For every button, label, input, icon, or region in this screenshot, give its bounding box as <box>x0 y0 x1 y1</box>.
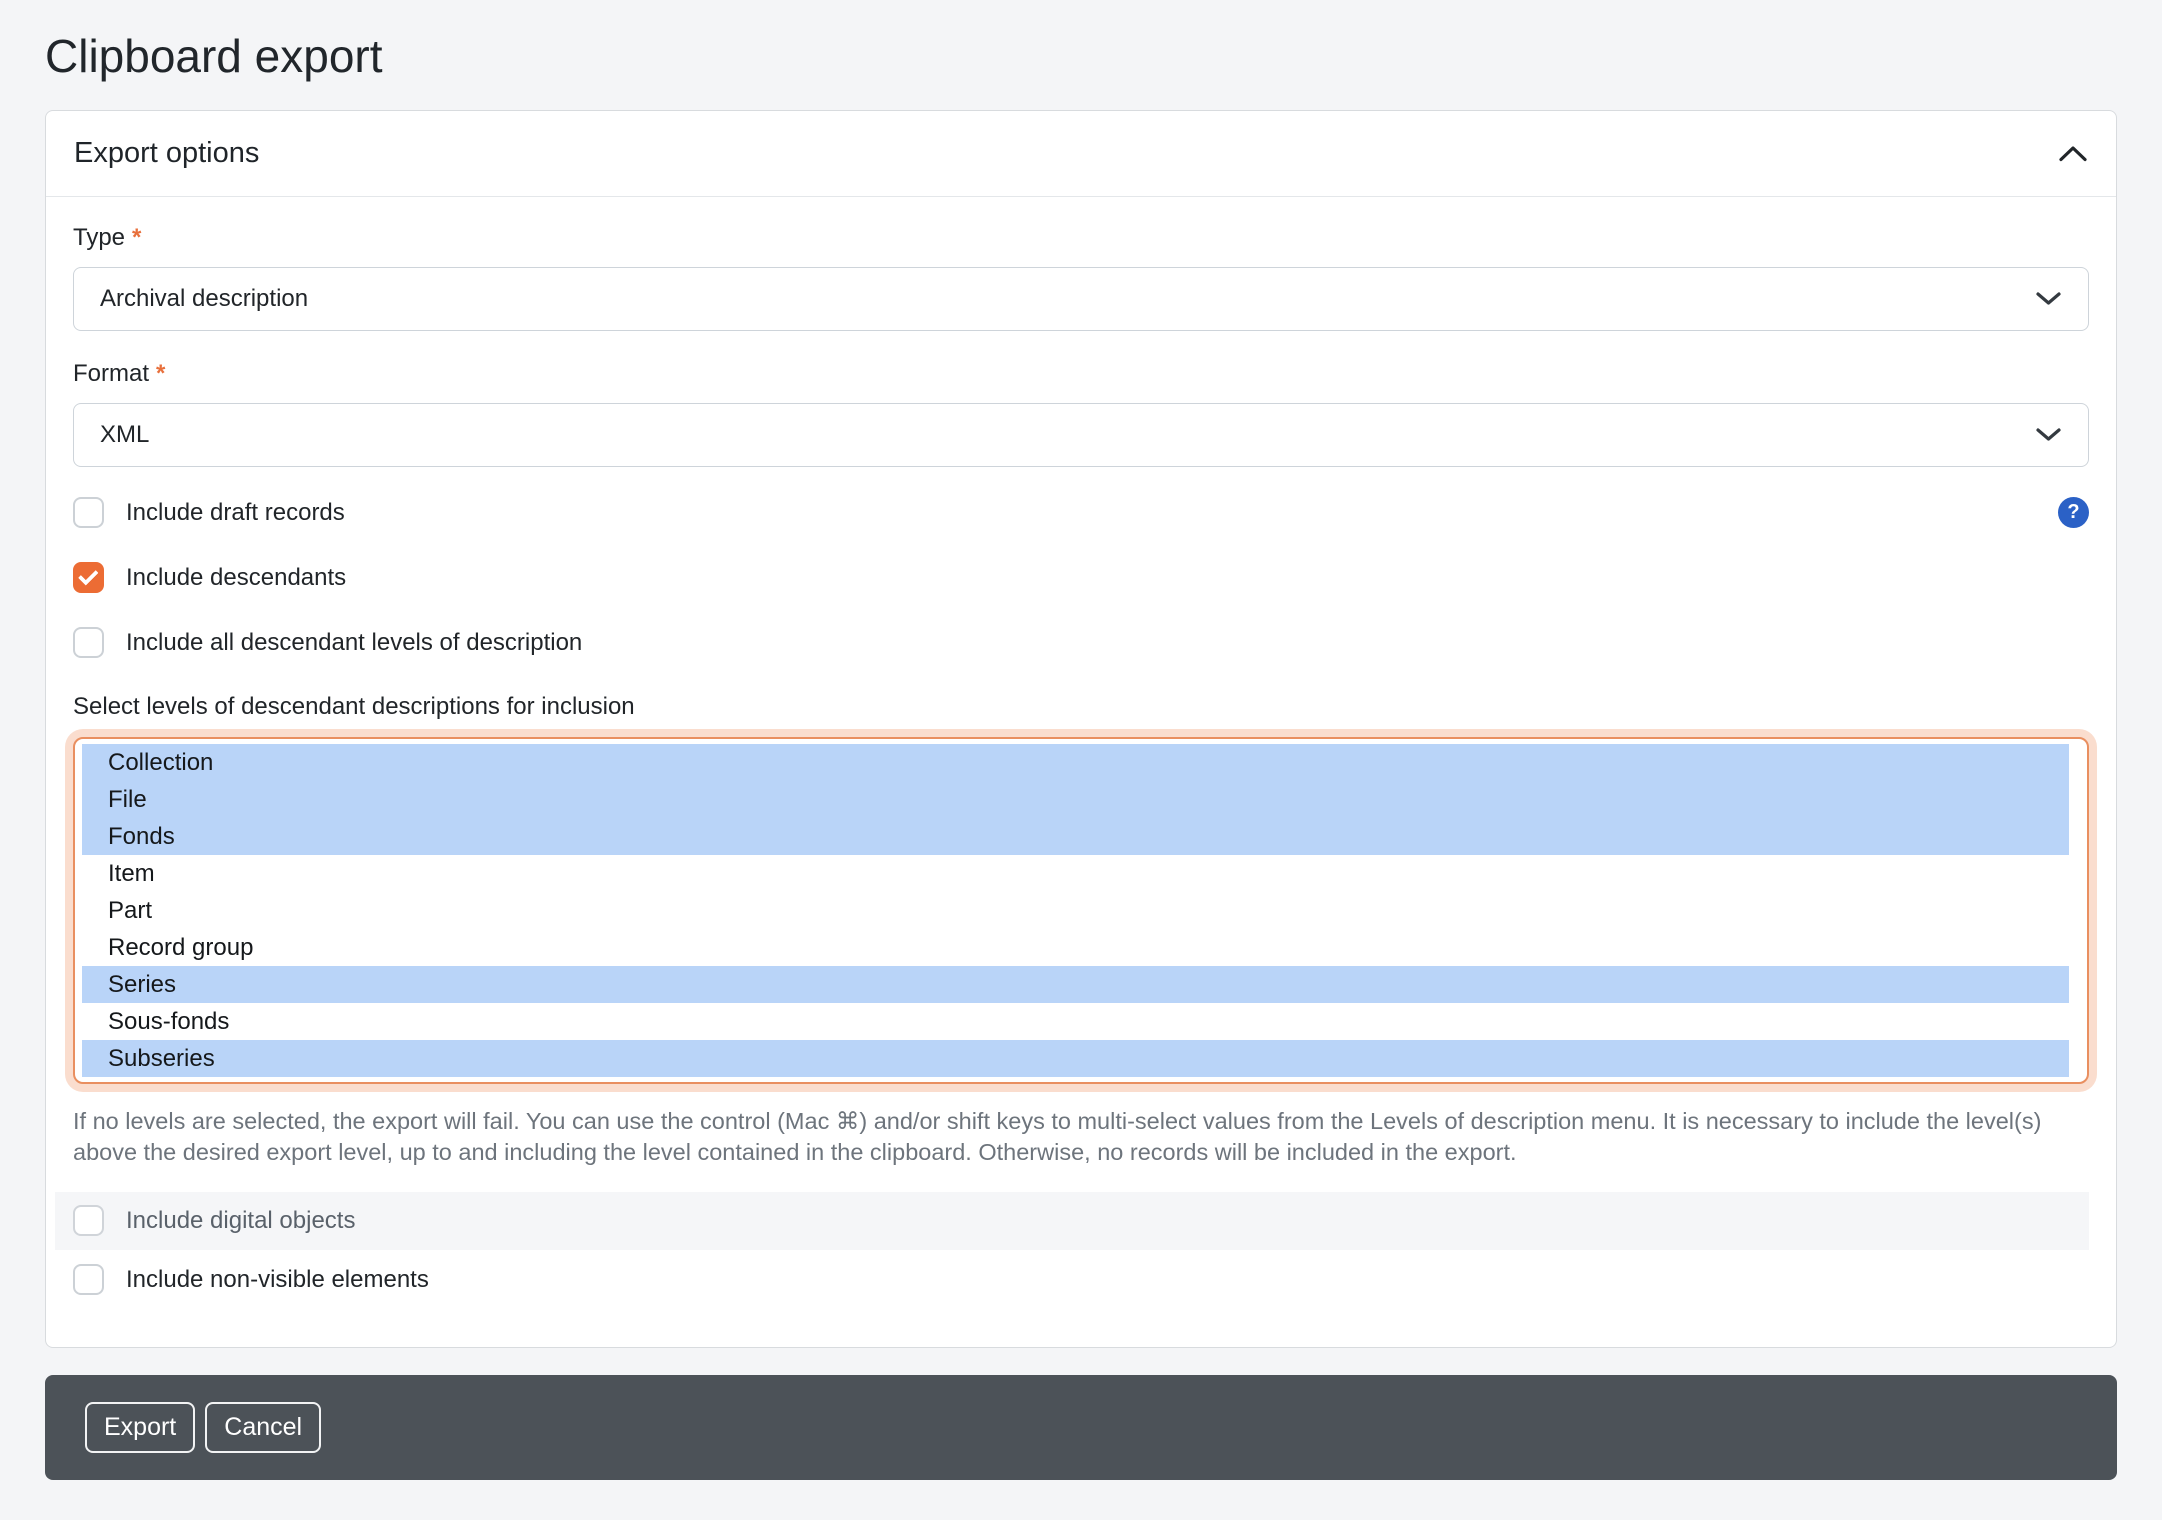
include-digital-objects-label[interactable]: Include digital objects <box>126 1206 356 1234</box>
include-descendants-checkbox[interactable] <box>73 562 104 594</box>
include-non-visible-elements-label[interactable]: Include non-visible elements <box>126 1265 429 1293</box>
levels-hint-text: If no levels are selected, the export wi… <box>73 1107 2042 1165</box>
include-all-descendant-levels-label[interactable]: Include all descendant levels of descrip… <box>126 628 583 656</box>
level-option-part[interactable]: Part <box>108 896 153 924</box>
include-digital-objects-checkbox[interactable] <box>73 1205 104 1237</box>
include-all-descendant-levels-checkbox[interactable] <box>73 627 104 659</box>
export-button[interactable]: Export <box>85 1401 196 1453</box>
chevron-down-icon <box>2035 427 2062 442</box>
format-label: Format * <box>73 359 166 387</box>
format-select-value: XML <box>100 420 150 448</box>
required-asterisk: * <box>132 223 142 251</box>
panel-body: Type * Archival description Format * XML <box>46 197 2116 1347</box>
type-select[interactable]: Archival description <box>73 266 2089 331</box>
cancel-button[interactable]: Cancel <box>205 1401 322 1453</box>
levels-multiselect[interactable]: Collection File Fonds Item Part Record g… <box>73 736 2089 1084</box>
level-option-sous-fonds[interactable]: Sous-fonds <box>108 1007 230 1035</box>
panel-title: Export options <box>74 136 260 169</box>
level-option-series[interactable]: Series <box>82 965 2069 1003</box>
level-option-fonds[interactable]: Fonds <box>82 817 2069 855</box>
include-non-visible-elements-row: Include non-visible elements <box>73 1262 2089 1298</box>
include-non-visible-elements-checkbox[interactable] <box>73 1264 104 1296</box>
export-options-header[interactable]: Export options <box>46 111 2116 197</box>
include-all-descendant-levels-row: Include all descendant levels of descrip… <box>73 625 2089 661</box>
include-digital-objects-row: Include digital objects <box>55 1191 2089 1250</box>
export-options-panel: Export options Type * Archival descripti… <box>45 109 2117 1348</box>
chevron-up-icon[interactable] <box>2058 145 2088 162</box>
action-bar: Export Cancel <box>45 1374 2117 1480</box>
level-option-file[interactable]: File <box>82 780 2069 818</box>
format-select[interactable]: XML <box>73 402 2089 467</box>
level-option-item[interactable]: Item <box>108 859 155 887</box>
include-draft-records-row: Include draft records ? <box>73 495 2089 531</box>
include-descendants-label[interactable]: Include descendants <box>126 563 347 591</box>
help-icon[interactable]: ? <box>2058 497 2089 529</box>
level-option-record-group[interactable]: Record group <box>108 933 254 961</box>
include-draft-records-label[interactable]: Include draft records <box>126 498 345 526</box>
level-option-collection[interactable]: Collection <box>82 743 2069 781</box>
levels-select-label: Select levels of descendant descriptions… <box>73 692 635 720</box>
page-title: Clipboard export <box>45 30 383 82</box>
include-descendants-row: Include descendants <box>73 560 2089 596</box>
chevron-down-icon <box>2035 291 2062 306</box>
required-asterisk: * <box>156 359 166 387</box>
type-select-value: Archival description <box>100 284 309 312</box>
type-label: Type * <box>73 223 142 251</box>
include-draft-records-checkbox[interactable] <box>73 497 104 529</box>
level-option-subseries[interactable]: Subseries <box>82 1039 2069 1077</box>
